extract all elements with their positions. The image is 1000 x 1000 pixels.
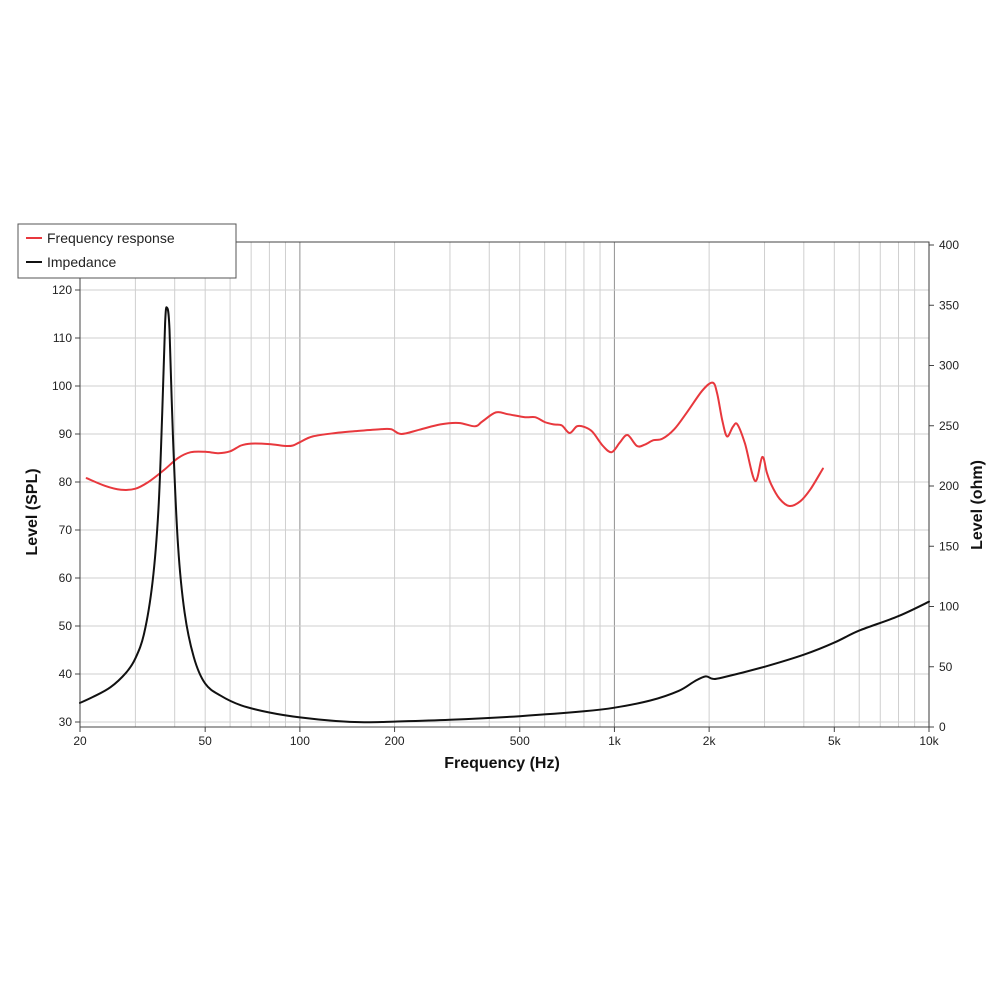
x-axis-title: Frequency (Hz): [444, 755, 560, 772]
y-axis-title: Level (SPL): [24, 468, 41, 555]
plot-background: [80, 242, 929, 727]
legend-label-impedance: Impedance: [47, 254, 116, 270]
series-line-frequency-response: [85, 381, 824, 508]
tick-label-y2: 250: [939, 419, 959, 433]
tick-label-y2: 100: [939, 600, 959, 614]
y2-axis-title: Level (ohm): [969, 460, 986, 550]
grid-horizontal: [80, 289, 929, 723]
grid-vertical: [79, 242, 930, 727]
x-axis-ticks: 20 50 100 200 500 1k 2k 5k 10k: [73, 727, 940, 748]
tick-label-y2: 200: [939, 479, 959, 493]
tick-label-x: 20: [73, 734, 87, 748]
legend-box: [17, 223, 237, 279]
tick-label-y: 120: [52, 283, 72, 297]
series-line-impedance: [79, 306, 930, 724]
legend: Frequency response Impedance: [17, 223, 237, 279]
tick-label-y2: 0: [939, 720, 946, 734]
tick-label-y: 40: [59, 667, 73, 681]
tick-label-y2: 150: [939, 539, 959, 553]
series-layer: [79, 306, 930, 724]
left-axis-ticks: 30 40 50 60 70 80 90 100 110 120: [52, 283, 80, 729]
tick-label-x: 100: [290, 734, 310, 748]
tick-label-y: 110: [53, 331, 72, 345]
tick-label-x: 50: [198, 734, 212, 748]
tick-label-y2: 350: [939, 298, 959, 312]
tick-label-y2: 50: [939, 660, 953, 674]
tick-label-y2: 400: [939, 238, 959, 252]
legend-label-frequency-response: Frequency response: [47, 230, 175, 246]
right-axis-ticks: 0 50 100 150 200 250 300 350 400: [929, 238, 959, 734]
tick-label-y: 90: [59, 427, 73, 441]
tick-label-x: 1k: [608, 734, 622, 748]
tick-label-y: 30: [59, 715, 73, 729]
tick-label-y2: 300: [939, 359, 959, 373]
plot-frame: [79, 241, 930, 728]
tick-label-x: 200: [385, 734, 405, 748]
tick-label-y: 60: [59, 571, 73, 585]
tick-label-x: 5k: [828, 734, 842, 748]
tick-label-y: 70: [59, 523, 73, 537]
tick-label-x: 10k: [919, 734, 939, 748]
tick-label-y: 80: [59, 475, 73, 489]
tick-label-x: 2k: [703, 734, 717, 748]
tick-label-y: 50: [59, 619, 73, 633]
tick-label-x: 500: [510, 734, 530, 748]
tick-label-y: 100: [52, 379, 72, 393]
